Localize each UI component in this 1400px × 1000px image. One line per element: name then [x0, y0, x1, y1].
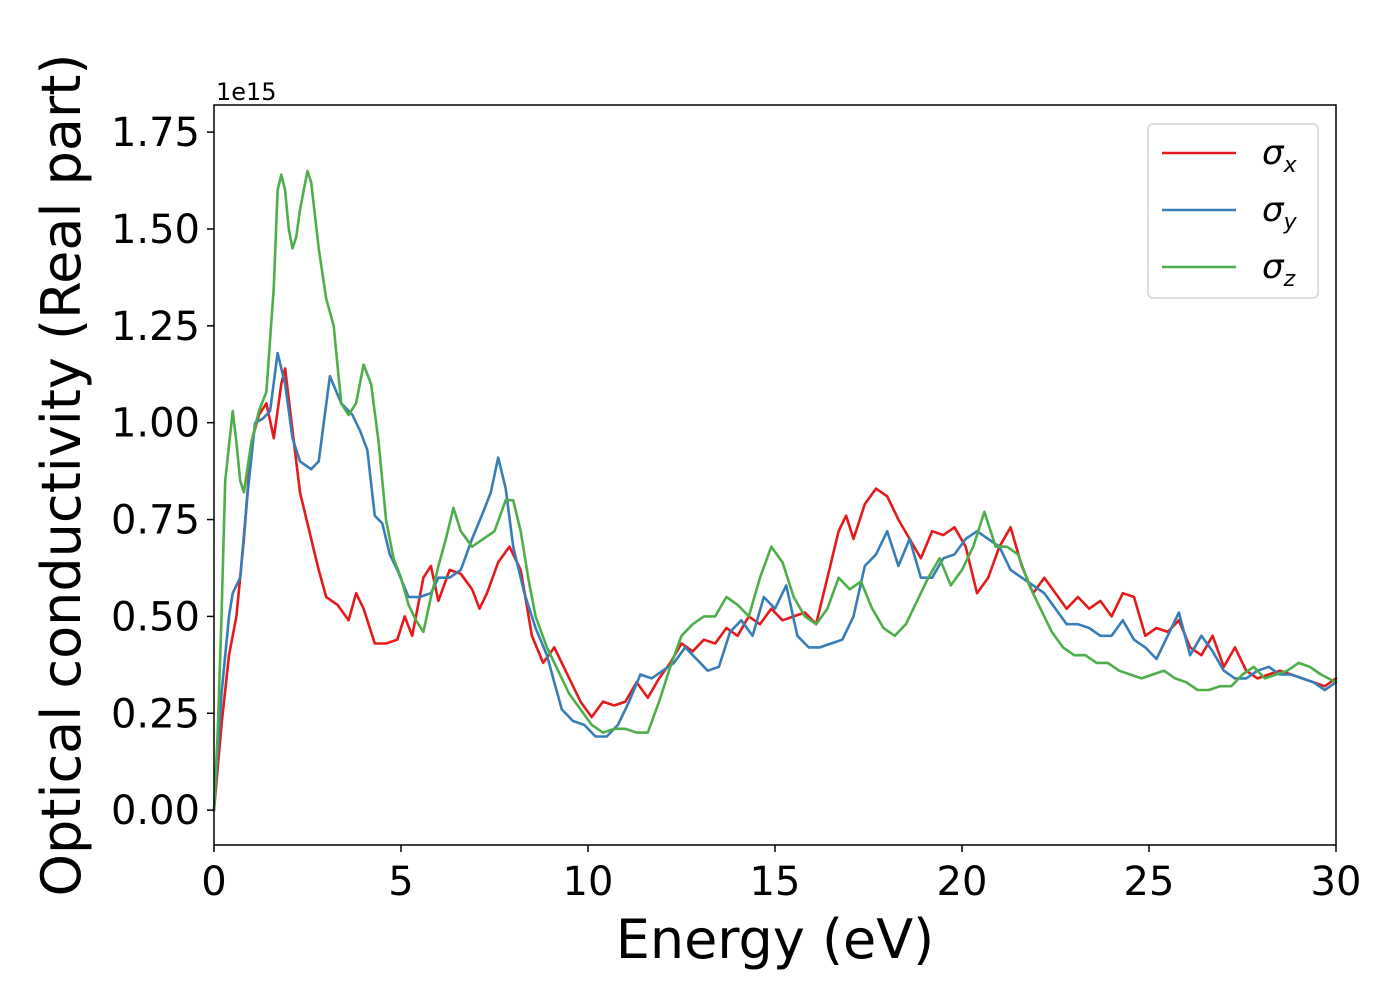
legend: σx σy σz [1147, 123, 1319, 299]
x-axis-title: Energy (eV) [616, 908, 935, 971]
y-offset-label: 1e15 [216, 78, 277, 106]
x-axis: 0 5 10 15 20 25 30 [201, 845, 1361, 905]
y-tick-label: 1.50 [111, 207, 200, 253]
y-tick-label: 0.00 [111, 788, 200, 834]
x-tick-label: 15 [750, 859, 801, 905]
y-tick-label: 1.75 [111, 110, 200, 156]
legend-label-z: σz [1262, 247, 1296, 292]
y-tick-label: 1.00 [111, 401, 200, 447]
x-tick-label: 20 [937, 859, 988, 905]
x-tick-label: 5 [388, 859, 413, 905]
legend-label-x: σx [1262, 133, 1298, 178]
y-axis-title: Optical conductivity (Real part) [30, 54, 93, 897]
plot-lines [212, 169, 1338, 812]
series-line-y [212, 351, 1338, 812]
x-tick-label: 0 [201, 859, 226, 905]
y-axis: 0.00 0.25 0.50 0.75 1.00 1.25 1.50 1.75 [111, 110, 214, 834]
x-tick-label: 10 [563, 859, 614, 905]
x-tick-label: 30 [1311, 859, 1362, 905]
y-tick-label: 0.75 [111, 498, 200, 544]
series-line-x [212, 367, 1338, 812]
x-tick-label: 25 [1124, 859, 1175, 905]
y-tick-label: 0.25 [111, 691, 200, 737]
legend-label-y: σy [1262, 190, 1298, 235]
y-tick-label: 0.50 [111, 594, 200, 640]
series-line-z [212, 169, 1338, 812]
y-tick-label: 1.25 [111, 304, 200, 350]
